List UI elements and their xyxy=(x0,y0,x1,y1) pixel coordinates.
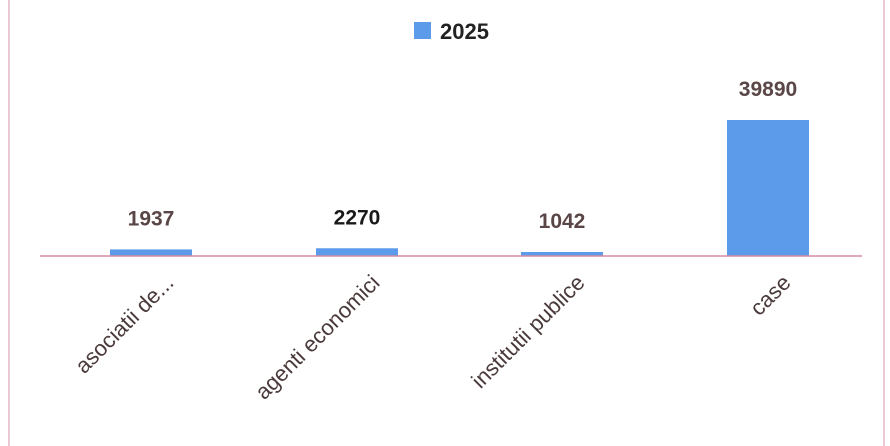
legend-label: 2025 xyxy=(440,19,489,44)
category-label-2: institutii publice xyxy=(466,270,589,393)
category-label-3: case xyxy=(745,270,796,321)
value-label-1: 2270 xyxy=(334,206,381,229)
bars-layer xyxy=(110,120,809,256)
value-label-0: 1937 xyxy=(128,207,175,230)
bar-1 xyxy=(316,248,398,256)
bar-2 xyxy=(521,252,603,256)
category-labels-layer: asociatii de... agenti economici instituti… xyxy=(70,270,795,404)
value-labels-layer: 1937 2270 1042 39890 xyxy=(128,78,798,233)
category-label-1: agenti economici xyxy=(250,270,384,404)
category-label-0: asociatii de... xyxy=(70,270,178,378)
bar-0 xyxy=(110,249,192,256)
value-label-3: 39890 xyxy=(739,78,797,101)
legend: 2025 xyxy=(414,19,489,44)
legend-swatch xyxy=(414,22,431,39)
bar-3 xyxy=(727,120,809,256)
value-label-2: 1042 xyxy=(539,210,586,233)
